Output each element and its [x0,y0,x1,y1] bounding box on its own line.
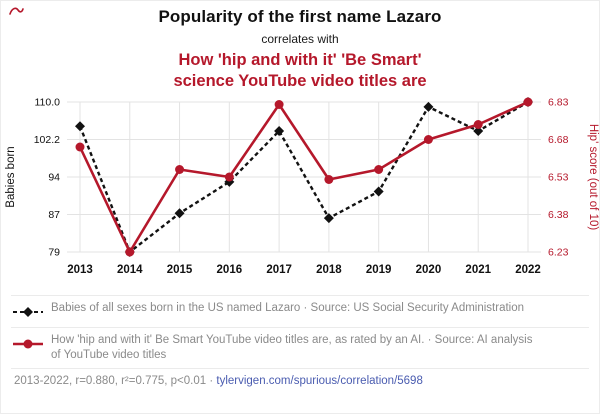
chart-header: Popularity of the first name Lazaro corr… [1,1,599,92]
marker-hip [175,165,185,175]
marker-hip [374,165,384,175]
x-tick-label: 2017 [266,264,292,276]
footer: 2013-2022, r=0.880, r²=0.775, p<0.01 · t… [14,375,589,387]
brand-squiggle-icon [9,7,24,15]
x-tick-label: 2020 [416,264,442,276]
marker-hip [75,142,85,152]
stats-text: 2013-2022, r=0.880, r²=0.775, p<0.01 · [14,374,214,387]
chart-area: 110.0 6.83 102.2 6.68 94 6.53 87 6.38 79 6.23 2013… [1,94,599,295]
x-tick-label: 2015 [167,264,193,276]
marker-babies [174,208,185,219]
left-axis-title: Babies born [5,147,17,208]
legend-label-hip: How 'hip and with it' Be Smart YouTube v… [51,334,533,362]
x-tick-label: 2013 [67,264,93,276]
marker-babies [373,186,384,197]
marker-babies [473,126,484,137]
black-diamond-dashed-line-icon [13,301,43,323]
marker-hip [274,100,284,110]
marker-hip [125,247,135,257]
legend: Babies of all sexes born in the US named… [11,295,589,369]
legend-row-babies: Babies of all sexes born in the US named… [11,296,589,329]
left-tick-label: 79 [48,247,60,259]
right-tick-label: 6.68 [548,134,569,146]
left-tick-label: 94 [48,172,60,184]
marker-babies [323,213,334,224]
right-tick-label: 6.53 [548,172,569,184]
marker-hip [224,172,234,182]
x-tick-label: 2016 [217,264,243,276]
correlates-with-label: correlates with [261,32,339,46]
left-tick-label: 102.2 [34,134,60,146]
left-tick-label: 87 [48,209,60,221]
subtitle-line-1: How 'hip and with it' 'Be Smart' [178,51,422,69]
chart-svg: 110.0 6.83 102.2 6.68 94 6.53 87 6.38 79 6.23 2013… [5,97,599,277]
subtitle: How 'hip and with it' 'Be Smart' science… [1,50,599,92]
left-tick-label: 110.0 [35,97,61,109]
legend-label-babies: Babies of all sexes born in the US named… [51,302,525,315]
marker-hip [473,120,483,130]
x-tick-label: 2022 [515,264,541,276]
marker-babies [423,102,434,113]
series-line-hip [78,101,529,254]
subtitle-line-2: science YouTube video titles are [173,72,427,91]
marker-hip [523,97,533,107]
x-tick-label: 2021 [465,264,491,276]
red-circle-solid-line-icon [13,333,43,355]
source-link[interactable]: tylervigen.com/spurious/correlation/5698 [216,374,423,387]
marker-hip [324,175,334,185]
right-tick-label: 6.83 [548,97,569,109]
marker-babies [75,121,85,132]
right-axis-title: Hip' score (out of 10) [587,124,599,231]
x-tick-label: 2018 [316,264,342,276]
legend-row-hip: How 'hip and with it' Be Smart YouTube v… [11,328,589,369]
right-tick-label: 6.38 [548,209,569,221]
x-tick-label: 2014 [117,264,143,276]
marker-hip [423,135,433,145]
page-title: Popularity of the first name Lazaro [158,7,442,26]
marker-babies [274,126,285,137]
x-tick-label: 2019 [366,264,392,276]
right-tick-label: 6.23 [548,247,569,259]
series-line-babies [78,101,529,254]
